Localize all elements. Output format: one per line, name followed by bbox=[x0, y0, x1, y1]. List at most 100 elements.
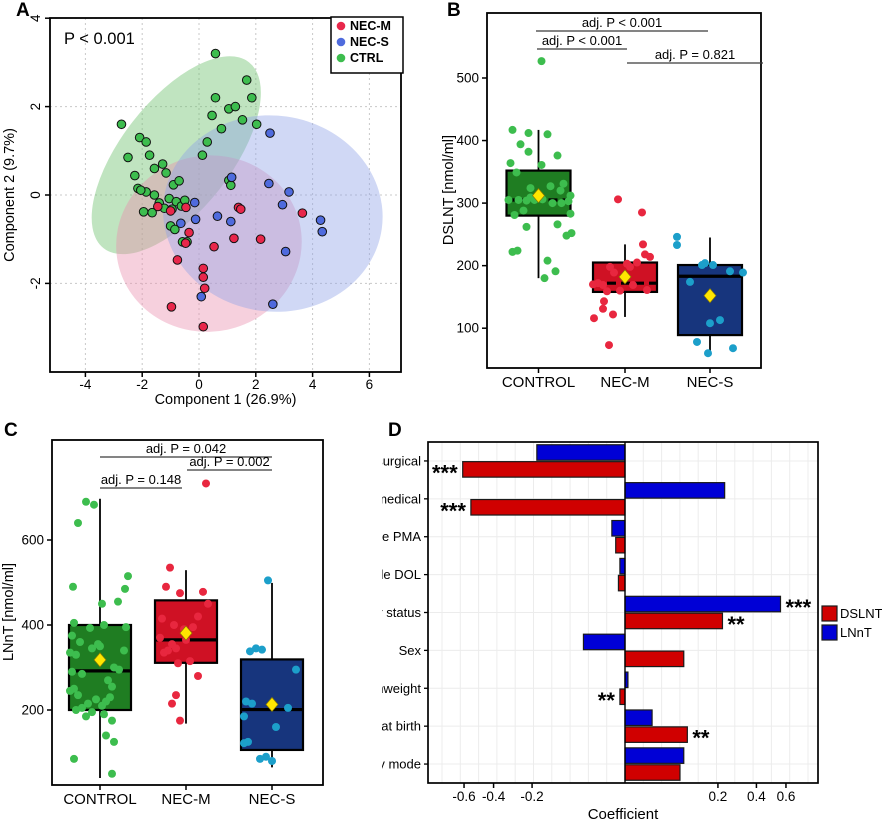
panel-label-d: D bbox=[388, 420, 402, 441]
scatter-point-nec-s bbox=[226, 216, 236, 227]
comparison-label: adj. P = 0.002 bbox=[189, 454, 269, 469]
scatter-point-ctrl bbox=[197, 150, 208, 161]
x-tick-label: 0 bbox=[195, 377, 203, 392]
scatter-point-nec-s bbox=[265, 128, 275, 138]
x-tick-label: -4 bbox=[79, 377, 91, 392]
jitter-point-nec-s bbox=[729, 344, 737, 353]
jitter-point-nec-m bbox=[600, 297, 608, 306]
scatter-point-ctrl bbox=[149, 190, 160, 200]
legend-label: DSLNT bbox=[840, 606, 882, 621]
jitter-point-nec-m bbox=[633, 258, 641, 267]
scatter-point-ctrl bbox=[144, 150, 155, 161]
jitter-point-control bbox=[104, 676, 112, 685]
jitter-point-nec-m bbox=[174, 659, 182, 668]
jitter-point-nec-s bbox=[686, 277, 694, 286]
bar-dslnt-birthweight bbox=[619, 688, 626, 706]
row-label: NEC surgical bbox=[382, 453, 421, 468]
jitter-point-nec-s bbox=[242, 697, 250, 706]
jitter-point-control bbox=[86, 623, 94, 632]
jitter-point-control bbox=[74, 691, 82, 700]
scatter-point-nec-s bbox=[196, 291, 207, 302]
jitter-point-control bbox=[540, 274, 549, 283]
scatter-point-nec-s bbox=[212, 211, 223, 222]
scatter-point-nec-m bbox=[153, 201, 163, 212]
panel-label-b: B bbox=[447, 0, 461, 21]
scatter-point-nec-m bbox=[181, 202, 191, 213]
legend-swatch-lnnt bbox=[821, 624, 838, 641]
jitter-point-nec-m bbox=[202, 479, 210, 488]
jitter-point-nec-m bbox=[638, 208, 646, 217]
jitter-point-control bbox=[98, 701, 106, 710]
jitter-point-nec-m bbox=[160, 648, 168, 657]
scatter-point-nec-m bbox=[166, 302, 177, 312]
plot-border bbox=[486, 12, 762, 369]
jitter-point-nec-m bbox=[590, 314, 598, 323]
scatter-point-ctrl bbox=[207, 110, 217, 121]
jitter-point-control bbox=[72, 650, 80, 659]
jitter-point-control bbox=[74, 519, 82, 527]
jitter-point-nec-s bbox=[246, 647, 254, 656]
jitter-point-nec-m bbox=[599, 304, 607, 313]
scatter-point-ctrl bbox=[247, 92, 257, 103]
legend-label: NEC-S bbox=[350, 35, 389, 49]
scatter-point-nec-s bbox=[176, 218, 186, 229]
scatter-point-ctrl bbox=[241, 75, 252, 85]
jitter-point-nec-m bbox=[646, 252, 654, 261]
panel-d-coefficient-bars: ***************-0.6-0.4-0.20.20.40.6NEC … bbox=[382, 410, 882, 821]
jitter-point-control bbox=[96, 642, 104, 651]
jitter-point-nec-m bbox=[194, 672, 202, 680]
y-tick-label: 0 bbox=[28, 191, 43, 199]
scatter-point-nec-m bbox=[184, 227, 194, 238]
scatter-point-ctrl bbox=[161, 168, 171, 178]
jitter-point-control bbox=[543, 256, 552, 265]
scatter-point-ctrl bbox=[226, 180, 236, 191]
scatter-point-nec-s bbox=[264, 178, 274, 189]
jitter-point-nec-s bbox=[256, 754, 264, 763]
jitter-point-control bbox=[78, 669, 86, 678]
bar-lnnt-delivery-mode bbox=[624, 747, 685, 764]
y-tick-label: 200 bbox=[456, 258, 479, 273]
jitter-point-control bbox=[537, 160, 546, 169]
bar-lnnt-sample-dol bbox=[619, 557, 626, 575]
x-axis-title: Coefficient bbox=[588, 806, 659, 821]
jitter-point-control bbox=[508, 125, 517, 134]
scatter-point-nec-s bbox=[284, 187, 294, 197]
jitter-point-nec-m bbox=[156, 633, 164, 642]
jitter-point-control bbox=[92, 695, 100, 704]
jitter-point-nec-m bbox=[194, 612, 202, 621]
legend-label: CTRL bbox=[350, 51, 384, 65]
scatter-point-nec-m bbox=[165, 206, 176, 216]
x-tick-label: 2 bbox=[252, 377, 260, 392]
jitter-point-nec-s bbox=[726, 267, 734, 276]
row-label: Sample PMA bbox=[382, 529, 421, 544]
bar-dslnt-secretor-status bbox=[624, 612, 724, 630]
x-axis-title: Component 1 (26.9%) bbox=[155, 392, 297, 408]
jitter-point-control bbox=[516, 140, 525, 149]
jitter-point-nec-m bbox=[158, 614, 166, 623]
jitter-point-control bbox=[102, 731, 110, 740]
scatter-point-nec-m bbox=[199, 283, 210, 294]
jitter-point-nec-m bbox=[610, 268, 618, 277]
jitter-point-control bbox=[553, 151, 562, 160]
jitter-point-control bbox=[70, 754, 78, 763]
x-tick-label: -0.4 bbox=[482, 789, 506, 804]
confidence-ellipse-nec-s bbox=[163, 115, 383, 312]
significance-stars: *** bbox=[432, 460, 458, 485]
y-tick-label: 200 bbox=[21, 703, 44, 718]
bar-lnnt-nec-medical bbox=[624, 482, 726, 499]
x-tick-label: 0.2 bbox=[709, 789, 728, 804]
bar-dslnt-sex bbox=[624, 650, 685, 668]
mean-diamond bbox=[618, 269, 632, 285]
scatter-point-ctrl bbox=[216, 123, 227, 134]
jitter-point-nec-m bbox=[599, 281, 607, 290]
jitter-point-control bbox=[506, 159, 515, 168]
jitter-point-control bbox=[69, 582, 77, 591]
scatter-point-nec-m bbox=[198, 272, 209, 283]
jitter-point-control bbox=[559, 179, 568, 188]
jitter-point-control bbox=[90, 500, 98, 509]
jitter-point-control bbox=[114, 597, 122, 606]
jitter-point-control bbox=[504, 195, 513, 204]
jitter-point-control bbox=[121, 584, 129, 593]
scatter-point-nec-m bbox=[172, 255, 183, 265]
scatter-point-nec-m bbox=[255, 234, 266, 244]
